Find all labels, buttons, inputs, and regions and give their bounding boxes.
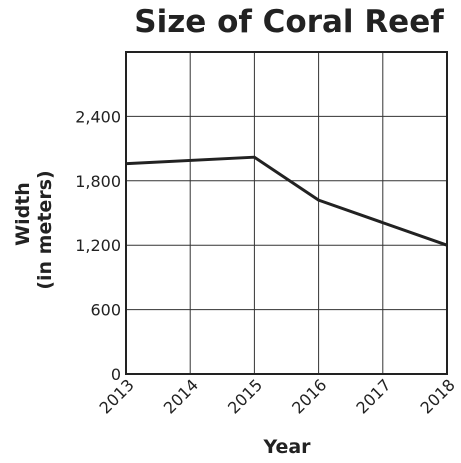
x-tick-label: 2015 — [224, 375, 266, 417]
y-tick-label: 600 — [90, 301, 121, 320]
chart-title: Size of Coral Reef — [134, 4, 444, 40]
y-tick-label: 1,800 — [75, 172, 121, 191]
y-axis-title-line1: Width — [12, 182, 34, 246]
x-tick-label: 2018 — [417, 375, 459, 417]
y-tick-label: 0 — [111, 365, 121, 384]
y-tick-label: 1,200 — [75, 236, 121, 255]
x-axis-title: Year — [262, 436, 311, 458]
y-tick-labels: 0 600 1,200 1,800 2,400 — [75, 107, 121, 384]
y-tick-label: 2,400 — [75, 107, 121, 126]
x-tick-label: 2016 — [288, 375, 330, 417]
x-tick-label: 2013 — [96, 375, 138, 417]
grid — [125, 51, 448, 375]
x-tick-label: 2014 — [160, 375, 202, 417]
plot-frame — [125, 51, 448, 375]
series-line-coral-width — [125, 155, 448, 247]
x-tick-label: 2017 — [352, 375, 394, 417]
y-axis-title-line2: (in meters) — [34, 170, 56, 289]
x-tick-labels: 2013 2014 2015 2016 2017 2018 — [96, 375, 459, 417]
